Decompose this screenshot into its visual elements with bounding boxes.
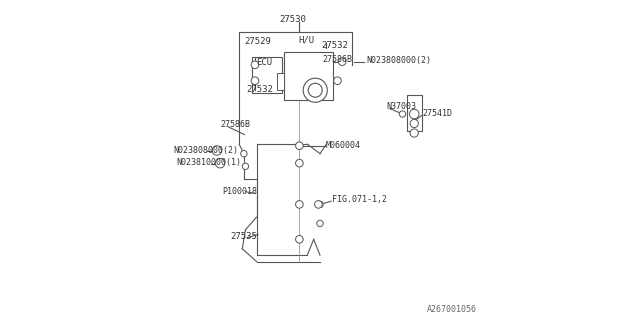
Bar — [277, 73, 284, 90]
Circle shape — [410, 109, 419, 119]
Circle shape — [251, 61, 259, 69]
Text: N023808000(2): N023808000(2) — [173, 146, 239, 155]
Circle shape — [251, 77, 259, 84]
Text: 27530: 27530 — [280, 15, 307, 24]
Circle shape — [296, 159, 303, 167]
Text: H/U: H/U — [298, 36, 314, 44]
Circle shape — [333, 77, 341, 84]
Text: FIG.071-1,2: FIG.071-1,2 — [332, 196, 387, 204]
Text: P100018: P100018 — [222, 187, 257, 196]
Circle shape — [241, 150, 247, 157]
Circle shape — [243, 163, 248, 170]
Circle shape — [315, 201, 322, 208]
Circle shape — [399, 111, 406, 117]
Bar — [284, 52, 333, 100]
Text: 27586B: 27586B — [220, 120, 250, 129]
Text: 27532: 27532 — [246, 85, 273, 94]
Text: M060004: M060004 — [326, 140, 361, 149]
Text: 27535: 27535 — [230, 232, 257, 241]
Bar — [407, 95, 422, 132]
Circle shape — [317, 201, 323, 208]
Text: ECU: ECU — [257, 58, 273, 67]
Bar — [252, 57, 282, 93]
Text: 27586B: 27586B — [323, 55, 353, 64]
Text: N023810000(1): N023810000(1) — [177, 158, 242, 167]
Circle shape — [296, 142, 303, 149]
Circle shape — [317, 220, 323, 227]
Text: 27541D: 27541D — [422, 108, 452, 117]
Text: N023808000(2): N023808000(2) — [366, 56, 431, 65]
Circle shape — [296, 236, 303, 243]
Text: 27529: 27529 — [244, 37, 271, 46]
Text: N37003: N37003 — [387, 101, 417, 111]
Circle shape — [296, 201, 303, 208]
Text: 27532: 27532 — [321, 41, 348, 50]
Circle shape — [410, 119, 419, 128]
Circle shape — [212, 146, 221, 155]
Circle shape — [308, 83, 322, 97]
Circle shape — [410, 129, 419, 137]
Circle shape — [215, 158, 225, 168]
Text: A267001056: A267001056 — [427, 305, 477, 314]
Circle shape — [303, 78, 327, 102]
Circle shape — [339, 58, 346, 66]
